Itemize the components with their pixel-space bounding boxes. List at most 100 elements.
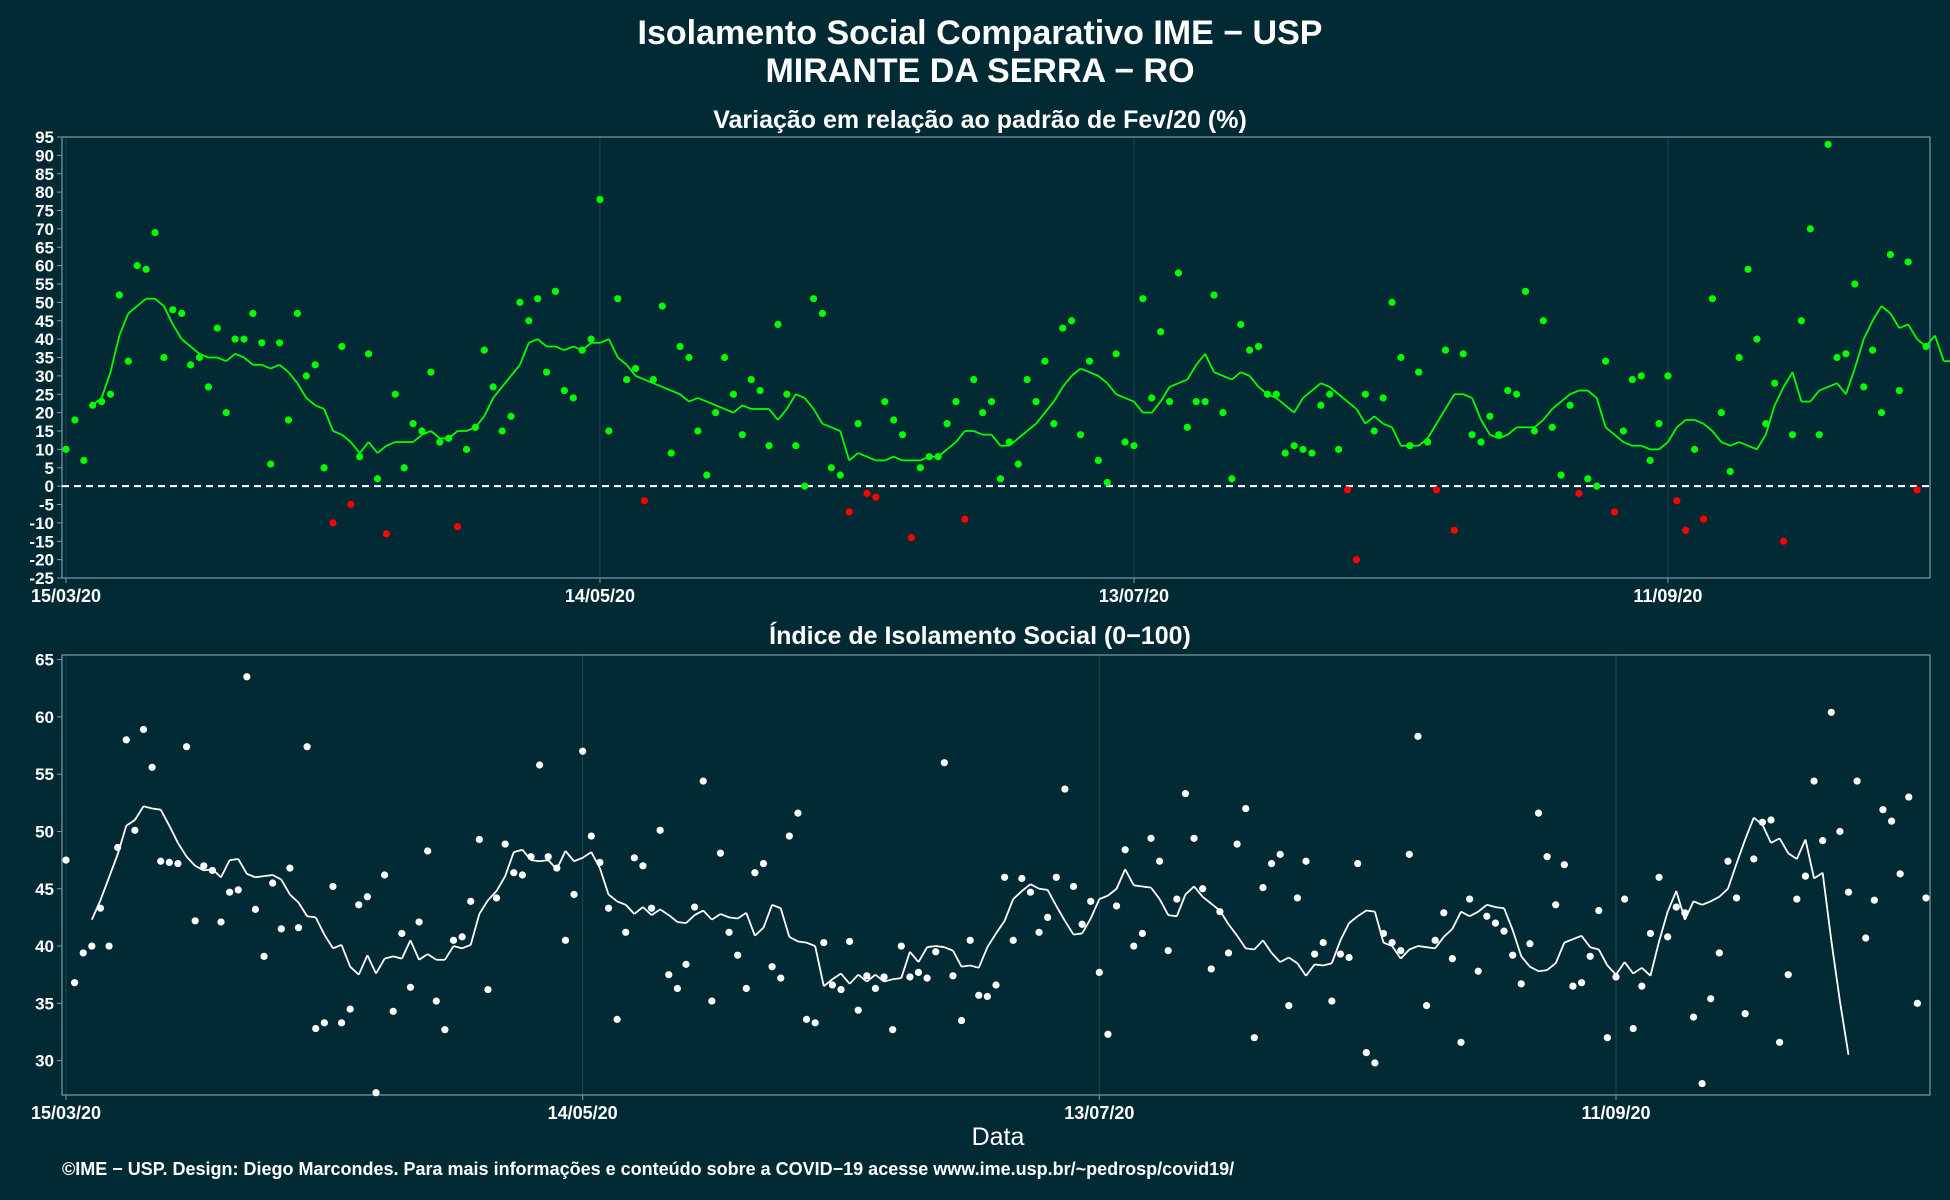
data-point [1148,394,1156,402]
y-tick-label: 10 [35,440,54,459]
x-tick-label: 11/09/20 [1581,1103,1650,1123]
data-point [1044,913,1052,921]
data-point [213,324,221,332]
moving-average-segment [177,842,188,858]
data-point [729,390,738,398]
moving-average-segment [412,433,423,443]
footer-credit: ©IME − USP. Design: Diego Marcondes. Par… [62,1159,1234,1179]
data-point [1317,401,1325,409]
data-point [1715,949,1723,957]
moving-average-segment [754,927,765,937]
moving-average-segment [1284,404,1295,414]
data-point [329,882,337,891]
y-tick-label: 25 [35,385,54,404]
data-point [1026,888,1035,896]
data-point [1302,857,1310,865]
moving-average-segment [788,936,799,943]
data-point [501,840,509,848]
moving-average-segment [1169,382,1179,388]
moving-average-segment [1580,935,1591,948]
moving-average-segment [823,978,833,987]
data-point [1610,508,1619,516]
data-point [337,1019,346,1027]
moving-average-segment [857,452,868,458]
data-point [756,386,764,395]
data-point [139,725,148,734]
data-point [716,849,725,857]
data-point [1201,398,1209,406]
data-point [480,346,488,354]
data-point [1776,1038,1784,1046]
data-point [1638,982,1646,990]
data-point [148,763,156,771]
moving-average-segment [1296,962,1307,977]
data-point [186,361,195,369]
data-point [1819,837,1827,845]
data-point [1068,317,1076,325]
data-point [1637,372,1645,380]
data-point [338,342,346,351]
data-point [975,991,983,999]
data-point [1707,995,1715,1003]
data-point [647,904,656,912]
data-point [640,497,649,505]
moving-average-segment [1804,839,1815,879]
moving-average-segment [893,455,903,462]
data-point [1827,708,1835,716]
moving-average-segment [697,397,708,403]
data-point [1371,1059,1379,1067]
data-point [983,992,991,1001]
data-point [579,747,587,755]
data-point [1415,368,1423,376]
data-point [251,905,260,913]
y-tick-label: 65 [35,651,54,670]
data-point [1603,1034,1611,1042]
moving-average-segment [1761,824,1772,844]
moving-average-segment [100,371,112,399]
moving-average-segment [1288,956,1298,964]
data-point [320,1019,328,1027]
moving-average-segment [1055,905,1066,922]
data-point [1530,427,1539,435]
data-point [96,904,105,912]
data-point [510,869,518,877]
data-point [1281,449,1289,457]
moving-average-segment [883,978,893,983]
data-point [1860,383,1868,391]
data-point [1895,386,1903,395]
data-point [1483,912,1491,920]
moving-average-segment [1168,914,1177,918]
data-point [1276,850,1284,858]
data-point [312,1024,320,1033]
moving-average-segment [1701,900,1712,906]
data-point [294,924,303,932]
moving-average-segment [797,940,807,944]
data-point [1543,853,1551,861]
data-point [355,901,363,909]
moving-average-segment [831,972,842,981]
moving-average-segment [1106,382,1117,395]
data-point [1130,442,1138,450]
data-point [1699,515,1708,523]
moving-average-segment [1546,962,1557,971]
moving-average-segment [358,441,370,454]
moving-average-segment [510,364,521,377]
moving-average-segment [1133,401,1144,414]
data-point [1326,390,1334,398]
data-point [1862,934,1870,942]
data-point [1095,968,1103,976]
moving-average-segment [332,944,342,950]
moving-average-segment [109,335,121,373]
data-point [62,856,70,864]
moving-average-segment [659,908,670,916]
moving-average-segment [1017,430,1028,440]
moving-average-segment [1889,312,1901,329]
y-tick-label: 35 [35,349,54,368]
x-tick-label: 13/07/20 [1064,1103,1134,1123]
moving-average-segment [745,912,756,937]
data-point [1513,390,1521,398]
data-point [1495,431,1503,439]
y-tick-label: -5 [39,496,54,515]
data-point [406,983,415,991]
moving-average-segment [1417,945,1427,949]
